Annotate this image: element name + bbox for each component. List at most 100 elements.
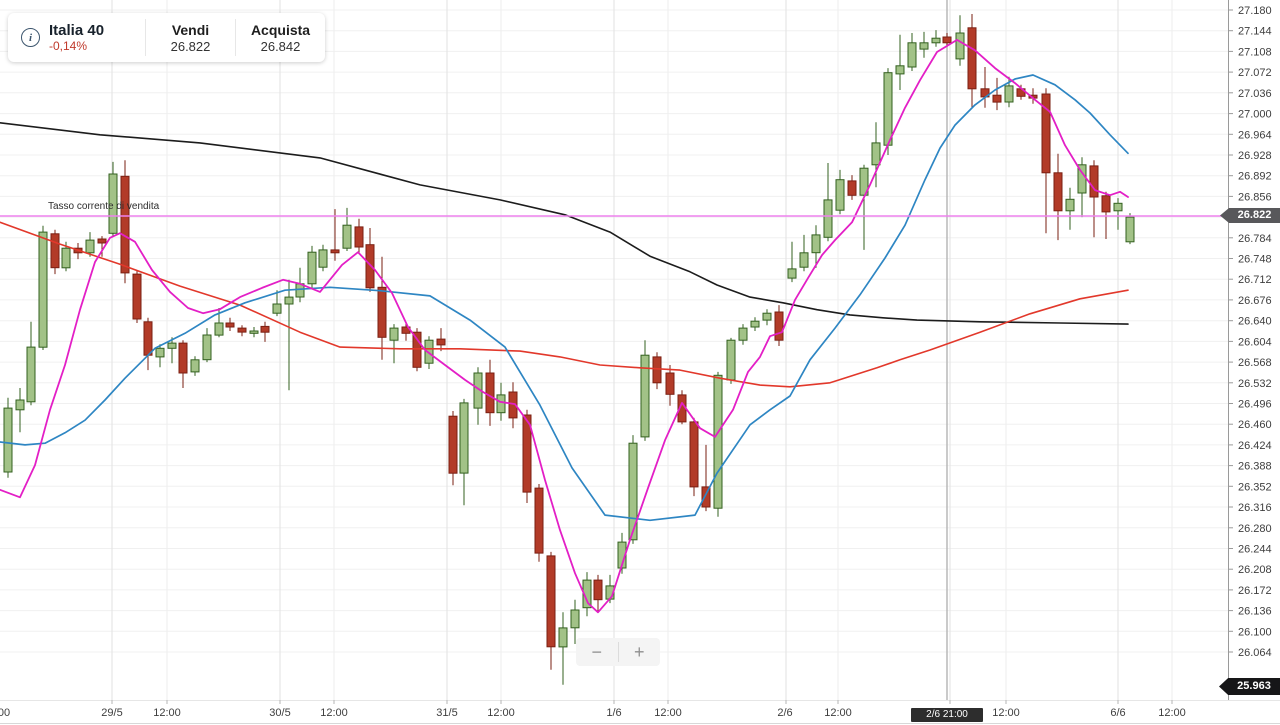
candle-body [307, 251, 317, 285]
grid [0, 0, 1228, 700]
y-axis-label: 27.144 [1238, 26, 1272, 38]
x-axis-label: 12:00 [992, 707, 1020, 719]
low-price-tag: 25.963 [1219, 678, 1280, 695]
candle-body [859, 167, 869, 196]
candle-body [155, 347, 165, 358]
ma-blue [0, 74, 1129, 522]
y-axis-label: 26.748 [1238, 254, 1272, 266]
candle-body [1065, 198, 1075, 212]
candle-body [895, 65, 905, 75]
candle-body [522, 414, 532, 493]
y-axis-label: 26.568 [1238, 357, 1272, 369]
candle-body [1041, 93, 1051, 174]
x-axis-label: 12:00 [487, 707, 515, 719]
y-axis-label: 27.072 [1238, 67, 1272, 79]
candle-body [787, 268, 797, 279]
candle-body [354, 226, 364, 248]
candle-body [835, 179, 845, 211]
candle-body [713, 374, 723, 509]
candle-body [377, 286, 387, 338]
candle-body [85, 239, 95, 254]
buy-button[interactable]: Acquista 26.842 [236, 22, 325, 54]
y-axis[interactable]: 27.180 27.144 27.108 27.072 27.036 27.000 26.9… [1228, 0, 1280, 700]
x-axis[interactable]: 00 29/5 12:00 30/5 12:00 31/5 12:00 1/6 12:00 2/6… [0, 700, 1280, 725]
candle-body [365, 244, 375, 289]
candle-body [1004, 85, 1014, 103]
y-axis-label: 26.604 [1238, 336, 1272, 348]
candle-body [750, 320, 760, 328]
sell-rate-line-label: Tasso corrente di vendita [48, 201, 160, 212]
candle-body [108, 173, 118, 234]
x-axis-label: 12:00 [1158, 707, 1186, 719]
x-axis-label: 12:00 [824, 707, 852, 719]
candle-body [907, 42, 917, 68]
candle-body [665, 372, 675, 395]
y-axis-label: 26.640 [1238, 316, 1272, 328]
candle-body [167, 342, 177, 349]
x-axis-label: 12:00 [153, 707, 181, 719]
y-axis-label: 26.172 [1238, 585, 1272, 597]
candle-body [412, 331, 422, 368]
candle-body [570, 609, 580, 629]
candle-body [992, 94, 1002, 103]
candle-body [1053, 172, 1063, 212]
zoom-out-button[interactable]: − [576, 638, 618, 666]
candle-body [931, 37, 941, 44]
y-axis-label: 26.964 [1238, 129, 1272, 141]
candle-body [496, 394, 506, 414]
candle-body [15, 399, 25, 411]
candle-body [652, 356, 662, 384]
buy-price: 26.842 [260, 38, 301, 54]
candle-body [448, 415, 458, 474]
x-axis-label: 31/5 [436, 707, 457, 719]
candle-body [132, 273, 142, 320]
instrument-panel: i Italia 40 -0,14% Vendi 26.822 Acquista… [8, 13, 325, 62]
y-axis-label: 27.180 [1238, 5, 1272, 17]
candle-body [318, 249, 328, 268]
ma-long-black [0, 122, 1129, 325]
y-axis-bg [1228, 0, 1280, 700]
instrument-info: i Italia 40 -0,14% [8, 22, 145, 53]
y-axis-label: 27.000 [1238, 109, 1272, 121]
candle-body [942, 36, 952, 44]
candle-body [967, 27, 977, 90]
candle-body [534, 487, 544, 554]
sell-button[interactable]: Vendi 26.822 [146, 22, 235, 54]
candle-body [883, 72, 893, 146]
candle-body [871, 142, 881, 166]
candle-body [26, 346, 36, 403]
crosshair-time-tag: 2/6 21:00 [911, 708, 983, 722]
x-axis-label: 6/6 [1110, 707, 1125, 719]
candle-body [1101, 195, 1111, 213]
x-axis-bg [0, 700, 1280, 725]
candle-body [178, 342, 188, 374]
candle-body [436, 338, 446, 346]
y-axis-label: 26.496 [1238, 399, 1272, 411]
candle-body [284, 296, 294, 305]
y-axis-label: 26.244 [1238, 544, 1272, 556]
candles [3, 14, 1135, 685]
x-axis-label: 12:00 [654, 707, 682, 719]
candle-body [726, 339, 736, 381]
candle-body [237, 327, 247, 333]
x-axis-label: 29/5 [101, 707, 122, 719]
candle-body [214, 322, 224, 336]
candle-body [640, 354, 650, 438]
candle-body [97, 238, 107, 244]
candle-body [389, 327, 399, 341]
candle-body [774, 311, 784, 341]
y-axis-label: 26.136 [1238, 606, 1272, 618]
candle-body [1125, 216, 1135, 243]
info-icon[interactable]: i [21, 28, 40, 47]
candle-body [955, 32, 965, 60]
divider [235, 19, 236, 56]
y-axis-label: 26.280 [1238, 523, 1272, 535]
candle-body [38, 231, 48, 348]
sell-label: Vendi [171, 21, 210, 38]
zoom-in-button[interactable]: + [619, 638, 661, 666]
candle-body [593, 579, 603, 601]
sell-price: 26.822 [170, 38, 211, 54]
candle-body [811, 234, 821, 254]
